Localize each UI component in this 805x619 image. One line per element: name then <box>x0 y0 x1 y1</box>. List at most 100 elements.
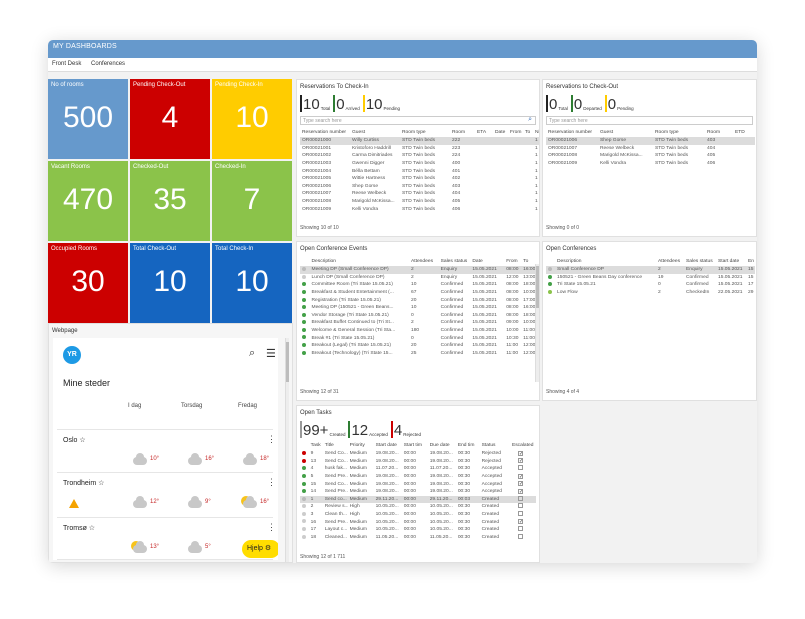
column-header[interactable]: ETA <box>477 130 487 135</box>
table-row[interactable]: OR00021000 Willy Curtiss STD Twin beds 222 1 <box>300 137 539 145</box>
column-header[interactable]: End tim <box>457 443 475 448</box>
kpi-tile[interactable]: No of rooms 500 <box>48 79 128 159</box>
column-header[interactable]: Room <box>707 130 721 135</box>
table-row[interactable]: 1 Send co... Medium 29.11.20... 00:00 29.11.2… <box>300 495 536 504</box>
table-row[interactable]: OR00021006 Shep Gorse STD Twin beds 403 <box>546 137 755 145</box>
escalated-checkbox[interactable] <box>517 511 523 517</box>
table-row[interactable]: OR00021004 Bélla Bettam STD Twin beds 401 1 <box>300 167 539 175</box>
column-header[interactable]: Escalated <box>511 443 534 448</box>
table-row[interactable]: OR00021007 Reese Welbeck STD Twin beds 404 <box>546 145 755 153</box>
column-header[interactable]: Reservation number <box>302 130 347 135</box>
city-name[interactable]: Trondheim ☆ <box>63 480 105 487</box>
column-header[interactable] <box>300 441 309 450</box>
search-icon[interactable]: ⌕ <box>249 347 256 359</box>
kpi-tile[interactable]: Vacant Rooms 470 <box>48 161 128 241</box>
table-row[interactable]: Meeting DP (Small Conference DP) 2 Enquiry… <box>300 266 536 274</box>
column-header[interactable]: Sales status <box>440 259 468 264</box>
kpi-tile[interactable]: Occupied Rooms 30 <box>48 243 128 323</box>
escalated-checkbox[interactable] <box>517 495 523 501</box>
escalated-checkbox[interactable] <box>517 465 523 471</box>
table-row[interactable]: 17 Layout c... Medium 10.05.20... 00:00 10.05… <box>300 526 536 534</box>
table-row[interactable]: Break #1 (Tri State 15.05.21) 0 Confirmed 1… <box>300 334 536 342</box>
events-scrollbar[interactable] <box>535 264 539 382</box>
kpi-tile[interactable]: Checked-In 7 <box>212 161 292 241</box>
column-header[interactable]: Due date <box>429 443 450 448</box>
escalated-checkbox[interactable]: ✓ <box>517 450 524 457</box>
table-row[interactable]: OR00021007 Reese Welbeck STD Twin beds 404 1 <box>300 190 539 198</box>
table-row[interactable]: OR00021009 Kelli Vondra STD Twin beds 406 1 <box>300 205 539 213</box>
table-row[interactable]: Breakfast Buffet Continued to (Tri St...… <box>300 319 536 327</box>
column-header[interactable] <box>300 257 310 266</box>
table-row[interactable]: OR00021008 Marigold McKissa... STD Twin be… <box>300 198 539 206</box>
table-row[interactable]: 9 Send Co... Medium 19.08.20... 00:00 19.08.2… <box>300 450 536 458</box>
column-header[interactable]: Guest <box>600 130 614 135</box>
kpi-tile[interactable]: Pending Check-In 10 <box>212 79 292 159</box>
column-header[interactable] <box>546 257 555 266</box>
column-header[interactable]: From <box>510 130 522 135</box>
column-header[interactable]: To <box>525 130 531 135</box>
table-row[interactable]: 3 Clean th... High 10.05.20... 00:00 10.05.20… <box>300 511 536 519</box>
table-row[interactable]: Small Conference DP 2 Enquiry 15.05.2021 15 <box>546 266 755 274</box>
table-row[interactable]: OR00021002 Carma Dimitriades STD Twin beds… <box>300 152 539 160</box>
column-header[interactable]: ETD <box>735 130 745 135</box>
column-header[interactable]: From <box>506 259 518 264</box>
table-row[interactable]: Registration (Tri State 15.05.21) 20 Confi… <box>300 296 536 304</box>
escalated-checkbox[interactable] <box>517 526 523 532</box>
escalated-checkbox[interactable]: ✓ <box>517 481 524 488</box>
kpi-tile[interactable]: Total Check-In 10 <box>212 243 292 323</box>
menu-conferences[interactable]: Conferences <box>91 61 126 67</box>
table-row[interactable]: Breakout (Legal) (Tri State 15.05.21) 20 C… <box>300 342 536 350</box>
escalated-checkbox[interactable] <box>517 503 523 509</box>
more-options-icon[interactable]: ⋮ <box>267 477 276 487</box>
check-out-search-input[interactable]: Type search here <box>546 116 753 125</box>
column-header[interactable]: Status <box>481 443 496 448</box>
table-row[interactable]: 16 Send Pre... Medium 10.05.20... 00:00 10.05… <box>300 518 536 526</box>
escalated-checkbox[interactable]: ✓ <box>517 488 524 495</box>
column-header[interactable]: Start tim <box>403 443 422 448</box>
column-header[interactable]: To <box>523 259 529 264</box>
table-row[interactable]: OR00021009 Kelli Vondra STD Twin beds 406 <box>546 160 755 168</box>
kpi-tile[interactable]: Checked-Out 35 <box>130 161 210 241</box>
table-row[interactable]: 13 Send Co... Medium 19.08.20... 00:00 19.08.… <box>300 458 536 466</box>
search-icon[interactable]: ⌕ <box>528 116 532 123</box>
table-row[interactable]: 4 husk fak... Medium 11.07.20... 00:00 11.07.… <box>300 465 536 473</box>
kpi-tile[interactable]: Total Check-Out 10 <box>130 243 210 323</box>
column-header[interactable]: Date <box>472 259 483 264</box>
table-row[interactable]: OR00021003 Gwenni Digger STD Twin beds 400 1 <box>300 160 539 168</box>
escalated-checkbox[interactable] <box>517 533 523 539</box>
city-name[interactable]: Oslo ☆ <box>63 437 86 444</box>
column-header[interactable]: Nights <box>535 130 539 135</box>
more-options-icon[interactable]: ⋮ <box>267 522 276 532</box>
kpi-tile[interactable]: Pending Check-Out 4 <box>130 79 210 159</box>
column-header[interactable]: Task <box>310 443 321 448</box>
column-header[interactable]: Attendees <box>658 259 681 264</box>
column-header[interactable]: Sales status <box>686 259 713 264</box>
escalated-checkbox[interactable]: ✓ <box>517 519 524 526</box>
table-row[interactable]: Low Flow 2 CheckedIn 22.05.2021 29 <box>546 289 755 297</box>
column-header[interactable]: Attendees <box>410 259 434 264</box>
yr-logo[interactable]: YR <box>63 346 81 364</box>
help-button[interactable]: Hjelp ⚙ <box>242 540 278 558</box>
table-row[interactable]: Tri State 15.05.21 0 Confirmed 15.05.2021 17 <box>546 281 755 289</box>
table-row[interactable]: 15 Send Co... Medium 19.08.20... 00:00 19.08.… <box>300 480 536 488</box>
table-row[interactable]: Meeting DP (150521 - Green Beans... 10 Con… <box>300 304 536 312</box>
escalated-checkbox[interactable]: ✓ <box>517 473 524 480</box>
table-row[interactable]: 14 Send Pre... Medium 19.08.20... 00:00 19.08… <box>300 488 536 496</box>
table-row[interactable]: Welcome & General Session (Tri Sta... 180… <box>300 327 536 335</box>
column-header[interactable]: En <box>748 259 754 264</box>
webpage-scrollbar[interactable] <box>285 338 289 562</box>
column-header[interactable]: Title <box>324 443 334 448</box>
city-name[interactable]: Tromsø ☆ <box>63 525 96 532</box>
more-options-icon[interactable]: ⋮ <box>267 434 276 444</box>
table-row[interactable]: Vendor Storage (Tri State 15.05.21) 0 Conf… <box>300 312 536 320</box>
column-header[interactable]: Description <box>311 259 336 264</box>
table-row[interactable]: 18 Cleaned... Medium 11.05.20... 00:00 11.05.… <box>300 533 536 542</box>
column-header[interactable]: Start date <box>718 259 740 264</box>
column-header[interactable]: Room type <box>655 130 679 135</box>
check-in-search-input[interactable]: Type search here ⌕ <box>300 116 536 125</box>
table-row[interactable]: 5 Send Pre... Medium 19.08.20... 00:00 19.08.… <box>300 473 536 481</box>
menu-front-desk[interactable]: Front Desk <box>52 61 82 67</box>
menu-icon[interactable]: ☰ <box>266 348 276 360</box>
column-header[interactable]: Date <box>495 130 506 135</box>
table-row[interactable]: Breakfast & Student Entertainment (... 67… <box>300 289 536 297</box>
